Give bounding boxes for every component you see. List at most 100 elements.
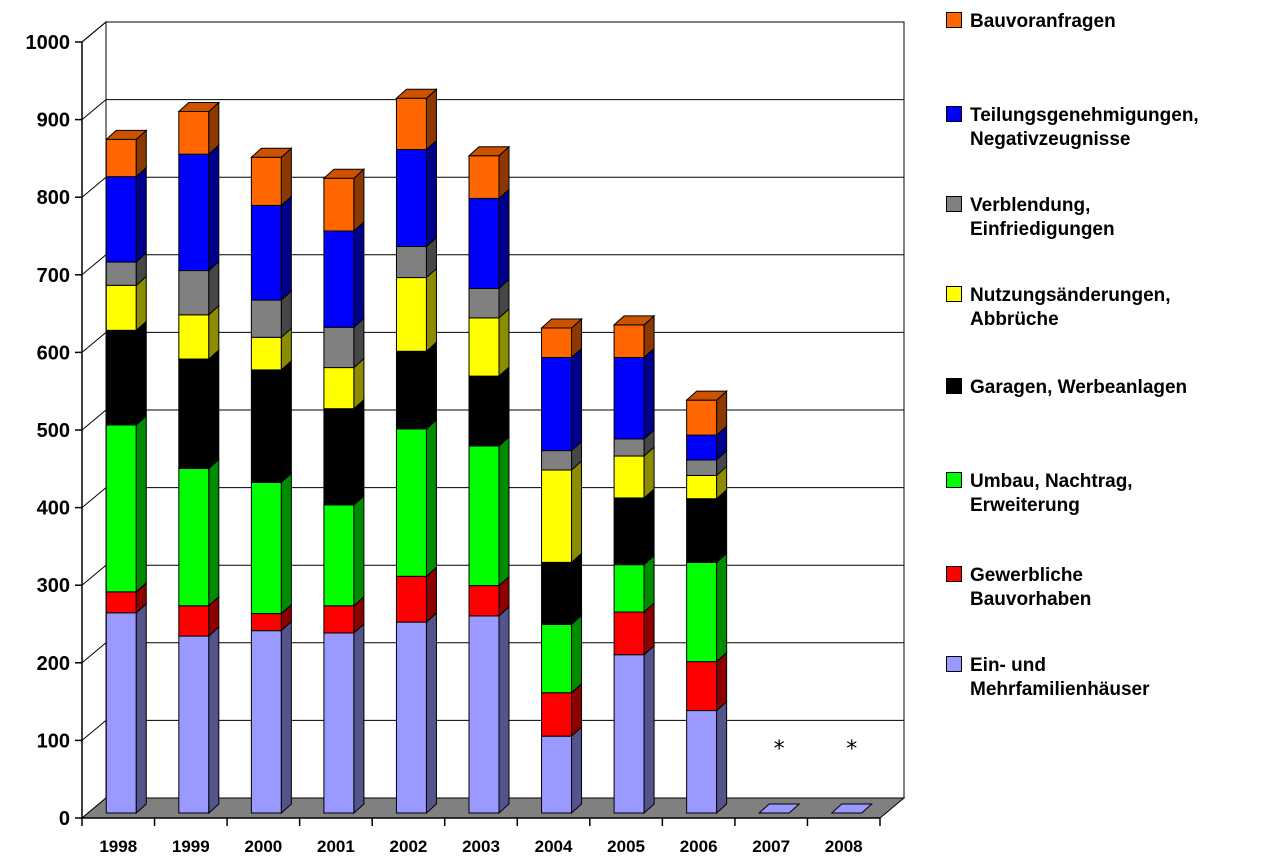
bar-segment xyxy=(541,623,573,694)
y-tick-label: 600 xyxy=(37,342,70,364)
bar-segment-side xyxy=(643,554,655,614)
x-tick-label: 2002 xyxy=(390,837,428,856)
legend-swatch xyxy=(946,656,962,672)
bar-top xyxy=(395,88,438,99)
bar-segment xyxy=(613,654,645,814)
bar-segment xyxy=(541,450,573,471)
bar-stack xyxy=(250,147,293,815)
bar-segment xyxy=(105,284,137,331)
bar-segment-side xyxy=(280,195,292,302)
legend-swatch xyxy=(946,566,962,582)
legend-item: Teilungsgenehmigungen, Negativzeugnisse xyxy=(946,104,1199,152)
bar-segment xyxy=(250,613,282,632)
bar-segment xyxy=(613,455,645,499)
bar-segment xyxy=(178,153,210,272)
legend-label: Ein- und Mehrfamilienhäuser xyxy=(970,655,1150,700)
bar-segment xyxy=(395,621,427,814)
bar-segment xyxy=(613,324,645,358)
legend-item: Garagen, Werbeanlagen xyxy=(946,376,1187,400)
bar-segment xyxy=(686,399,718,436)
bar-segment xyxy=(250,369,282,483)
y-tick-label: 100 xyxy=(37,730,70,752)
bar-segment-side xyxy=(135,166,147,264)
bar-segment-side xyxy=(498,188,510,290)
x-tick-label: 2006 xyxy=(680,837,718,856)
bar-top xyxy=(104,129,148,140)
legend-item: Ein- und Mehrfamilienhäuser xyxy=(946,654,1150,702)
x-tick-label: 2005 xyxy=(607,837,645,856)
bar-segment-side xyxy=(425,139,437,248)
bar-segment xyxy=(105,261,137,286)
bar-segment xyxy=(323,326,355,369)
bar-stack xyxy=(612,314,656,815)
bar-segment xyxy=(541,327,573,358)
bar-segment-side xyxy=(498,435,510,587)
bar-segment xyxy=(613,356,645,440)
y-tick-label: 700 xyxy=(37,265,70,287)
missing-data-asterisk: * xyxy=(774,737,785,762)
gridline xyxy=(81,99,904,120)
bar-segment xyxy=(105,176,137,263)
bar-segment xyxy=(541,692,573,737)
bar-segment-side xyxy=(353,398,365,507)
bar-top xyxy=(177,101,221,112)
bar-segment-side xyxy=(571,614,583,694)
legend-swatch xyxy=(946,12,962,28)
y-tick-label: 0 xyxy=(59,808,70,830)
bar-segment-side xyxy=(208,458,220,607)
bar-segment xyxy=(468,445,500,587)
x-tick-label: 2007 xyxy=(752,837,790,856)
bar-segment xyxy=(541,356,573,452)
bar-segment xyxy=(468,615,500,814)
bar-top xyxy=(250,147,293,158)
bar-segment-side xyxy=(425,341,437,431)
bar-segment-side xyxy=(135,602,147,815)
bar-segment-side xyxy=(425,267,437,353)
bar-segment xyxy=(395,428,427,577)
legend-label: Teilungsgenehmigungen, Negativzeugnisse xyxy=(970,105,1199,150)
missing-data-asterisk: * xyxy=(846,737,857,762)
bar-segment xyxy=(395,246,427,279)
bar-stack xyxy=(540,317,583,815)
bar-segment-side xyxy=(498,365,510,448)
bar-segment xyxy=(686,459,718,476)
bar-segment xyxy=(395,97,427,151)
x-tick-label: 2000 xyxy=(244,837,282,856)
bar-segment-side xyxy=(425,88,437,151)
bar-segment xyxy=(613,564,645,613)
bar-segment xyxy=(686,661,718,712)
bar-placeholder xyxy=(830,803,874,814)
legend-swatch xyxy=(946,378,962,394)
bar-segment xyxy=(686,498,718,563)
bar-segment-side xyxy=(208,348,220,470)
y-tick-label: 800 xyxy=(37,187,70,209)
bar-segment-side xyxy=(571,347,583,452)
bar-segment xyxy=(323,408,355,506)
legend-label: Nutzungsänderungen, Abbrüche xyxy=(970,285,1171,330)
bar-segment xyxy=(323,632,355,814)
bar-segment-side xyxy=(208,625,220,815)
bar-segment xyxy=(541,561,573,625)
bar-segment xyxy=(468,155,500,199)
bar-segment xyxy=(105,591,137,614)
y-tick-label: 900 xyxy=(37,110,70,132)
bar-segment xyxy=(250,481,282,615)
bar-segment xyxy=(395,350,427,430)
bar-segment xyxy=(395,277,427,352)
legend-item: Verblendung, Einfriedigungen xyxy=(946,194,1115,242)
y-axis: 0 100 200 300 400 500 600 700 800 900 1000 xyxy=(26,32,83,830)
bar-segment-side xyxy=(353,168,365,233)
bars xyxy=(104,88,874,815)
gridline xyxy=(81,21,904,43)
bar-segment-side xyxy=(135,414,147,593)
legend-label: Verblendung, Einfriedigungen xyxy=(970,195,1115,240)
bar-segment-side xyxy=(425,611,437,815)
bar-segment xyxy=(541,735,573,814)
legend-item: Bauvoranfragen xyxy=(946,10,1116,34)
x-tick-label: 2004 xyxy=(535,837,573,856)
legend-swatch xyxy=(946,286,962,302)
x-tick-label: 2008 xyxy=(825,837,863,856)
bar-segment xyxy=(250,299,282,338)
legend-swatch xyxy=(946,472,962,488)
